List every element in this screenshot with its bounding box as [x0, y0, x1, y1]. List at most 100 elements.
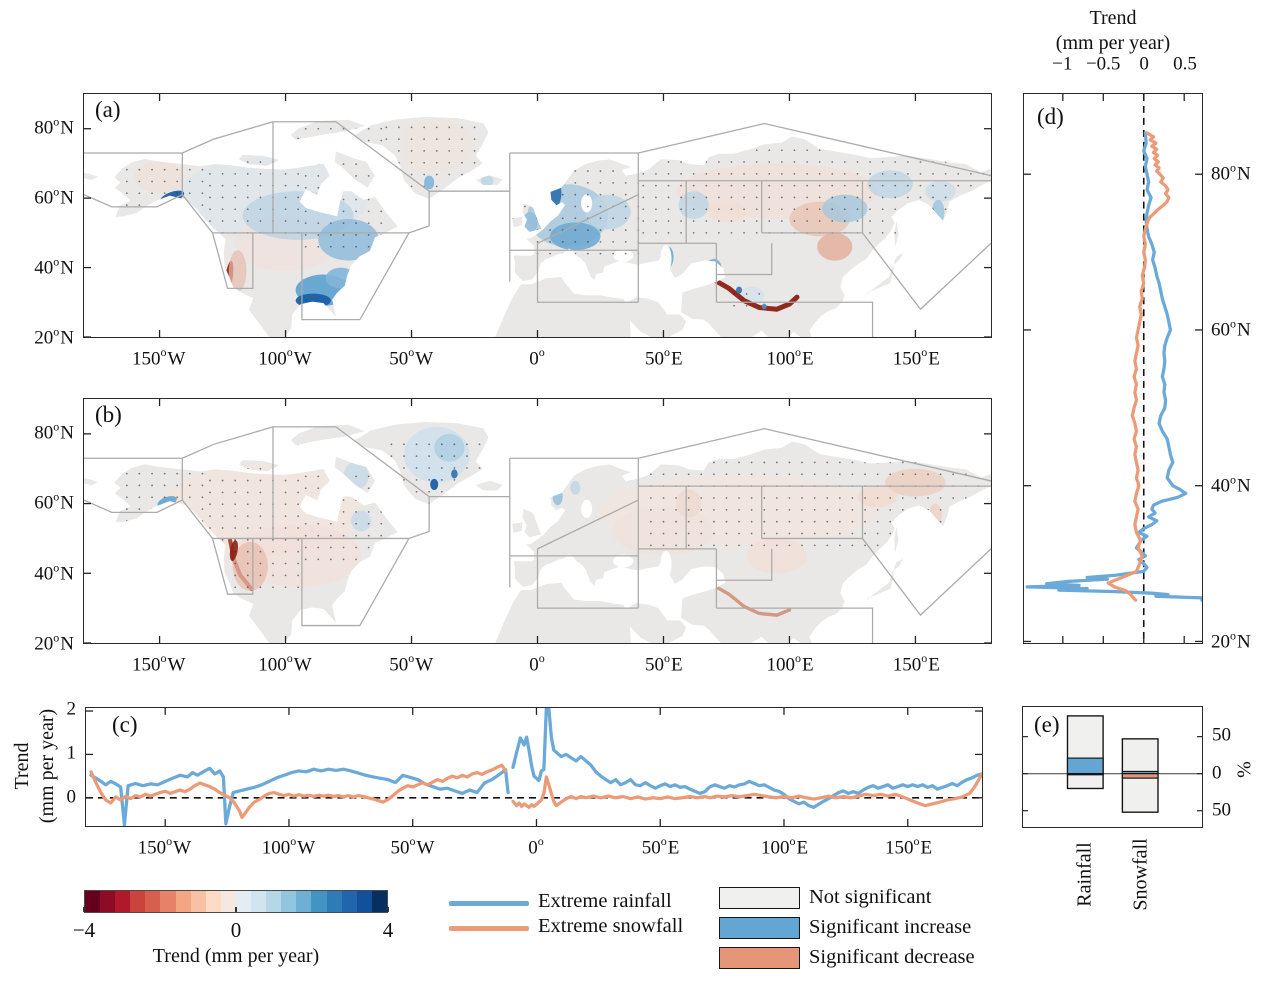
tick-label: 20oN: [1211, 628, 1251, 654]
colorbar-cell: [281, 891, 297, 912]
colorbar-cell: [205, 891, 221, 912]
tick-label: 60oN: [34, 184, 74, 209]
colorbar: [84, 890, 388, 913]
panel-e-percent-label: %: [1233, 761, 1256, 778]
colorbar-tick-mark: [387, 907, 389, 912]
tick-label: −4: [72, 918, 96, 942]
colorbar-cell: [190, 891, 206, 912]
latitude-trend-chart: (d): [1023, 93, 1203, 644]
tick-label: 150oW: [137, 834, 192, 859]
rainfall-trend-map: [84, 94, 991, 337]
panel-d-axis-title-line1: Trend: [1089, 7, 1137, 29]
tick-label: 2: [66, 698, 77, 720]
panel-d-axis-title: Trend (mm per year): [1023, 6, 1203, 56]
region-outlines: [84, 426, 991, 643]
tick-label: −1: [1052, 53, 1073, 75]
colorbar-cell: [145, 891, 161, 912]
colorbar-cell: [175, 891, 191, 912]
snowfall-trend-map: [84, 399, 991, 643]
tick-label: 40oN: [34, 254, 74, 279]
tick-label: 80oN: [34, 114, 74, 139]
tick-label: 60oN: [1211, 316, 1251, 341]
colorbar-cell: [160, 891, 176, 912]
tick-label: 20oN: [34, 324, 74, 349]
tick-label: 80oN: [1211, 159, 1251, 185]
tick-label: 0o: [529, 651, 545, 676]
tick-label: 50oW: [390, 834, 435, 859]
tick-label: 40oN: [34, 560, 74, 585]
longitude-trend-chart: (c): [85, 707, 983, 827]
legend-significant-increase: Significant increase: [809, 916, 972, 938]
longitude-trend-lines: [86, 708, 982, 826]
colorbar-label: Trend (mm per year): [152, 945, 320, 967]
tick-label: 0o: [529, 345, 545, 370]
panel-d-label: (d): [1037, 104, 1064, 129]
panel-c-ylabel-line2: (mm per year): [36, 708, 58, 824]
tick-label: 1: [66, 742, 77, 764]
not-significant-swatch: [719, 887, 800, 909]
panel-e-label: (e): [1034, 712, 1060, 737]
tick-label: 0: [230, 918, 242, 942]
significance-bar-chart: (e): [1022, 706, 1203, 828]
tick-label: 0o: [528, 834, 544, 859]
tick-label: 100oW: [261, 834, 316, 859]
significant-decrease-swatch: [719, 947, 800, 969]
panel-c-ylabel-line1: Trend: [11, 742, 33, 790]
colorbar-tick-mark: [235, 907, 237, 912]
colorbar-cell: [296, 891, 312, 912]
legend-significant-decrease: Significant decrease: [809, 946, 975, 968]
tick-label: 150oW: [132, 345, 186, 370]
tick-label: 100oE: [760, 834, 809, 859]
tick-label: 50oW: [389, 651, 434, 676]
colorbar-cell: [115, 891, 131, 912]
tick-label: 50oE: [641, 834, 680, 859]
axis-ticks: [84, 399, 991, 643]
map-panel-extreme-snowfall: (b): [83, 398, 992, 644]
tick-label: 100oW: [258, 345, 312, 370]
tick-label: 0: [1139, 53, 1149, 75]
colorbar-cell: [100, 891, 116, 912]
significance-bars: [1023, 715, 1202, 813]
colorbar-tick-mark: [83, 907, 85, 912]
panel-c-label: (c): [112, 712, 138, 737]
significant-increase-swatch: [719, 917, 800, 939]
tick-label: 40oN: [1211, 472, 1251, 497]
colorbar-cell: [311, 891, 327, 912]
axis-ticks: [84, 94, 991, 337]
panel-b-label: (b): [95, 402, 122, 427]
tick-label: 60oN: [34, 489, 74, 515]
tick-label: 150oW: [132, 651, 186, 676]
panel-d-axis-title-line2: (mm per year): [1055, 32, 1171, 54]
colorbar-cell: [326, 891, 342, 912]
tick-label: 4: [382, 918, 394, 942]
colorbar-cell: [220, 891, 236, 912]
tick-label: 50oW: [389, 345, 434, 370]
tick-label: 50: [1212, 724, 1231, 746]
tick-label: 80oN: [34, 419, 74, 444]
colorbar-cell: [251, 891, 267, 912]
tick-label: 150oE: [885, 834, 933, 859]
legend-not-significant: Not significant: [809, 886, 932, 908]
trend-color-field: [134, 118, 956, 312]
tick-label: 0.5: [1173, 53, 1197, 75]
tick-label: 50oE: [644, 651, 683, 676]
rainfall-line-swatch: [449, 901, 529, 906]
snowfall-line-swatch: [449, 926, 529, 931]
colorbar-cell: [341, 891, 357, 912]
panel-e-category-snowfall: Snowfall: [1129, 838, 1152, 911]
tick-label: 50oE: [644, 345, 683, 370]
colorbar-cell: [266, 891, 282, 912]
tick-label: 0: [1212, 762, 1222, 784]
panel-a-label: (a): [95, 97, 121, 122]
tick-label: 0: [66, 786, 77, 808]
tick-label: 100oE: [766, 345, 814, 370]
tick-label: 100oE: [766, 651, 814, 676]
latitude-trend-lines: [1024, 94, 1202, 643]
legend-extreme-snowfall: Extreme snowfall: [538, 915, 684, 937]
legend-extreme-rainfall: Extreme rainfall: [538, 890, 672, 912]
tick-label: 20oN: [34, 630, 74, 655]
colorbar-cell: [130, 891, 146, 912]
tick-label: −0.5: [1085, 53, 1121, 75]
panel-c-ylabel: Trend (mm per year): [10, 681, 62, 851]
